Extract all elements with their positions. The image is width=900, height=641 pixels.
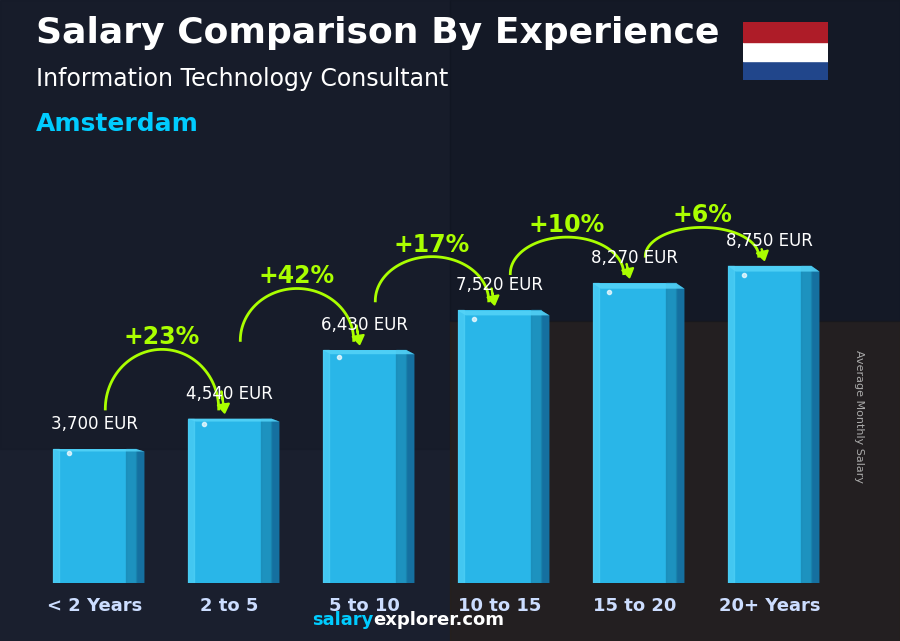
Text: explorer.com: explorer.com [374,612,505,629]
Bar [322,350,329,583]
Polygon shape [542,310,549,583]
Text: +6%: +6% [672,203,732,228]
Text: < 2 Years: < 2 Years [47,597,142,615]
Bar [126,449,137,583]
Text: 2 to 5: 2 to 5 [201,597,258,615]
FancyBboxPatch shape [322,350,407,583]
Text: Salary Comparison By Experience: Salary Comparison By Experience [36,16,719,50]
Bar [0,0,450,449]
Bar [450,320,900,641]
FancyBboxPatch shape [52,449,137,583]
Bar [52,449,59,583]
Bar [728,266,734,583]
FancyBboxPatch shape [457,310,542,583]
Bar [742,22,828,42]
Text: salary: salary [312,612,373,629]
Text: 10 to 15: 10 to 15 [458,597,541,615]
FancyBboxPatch shape [592,283,677,583]
Bar [666,283,677,583]
Text: +10%: +10% [529,213,605,237]
FancyBboxPatch shape [187,419,272,583]
Text: +17%: +17% [394,233,470,256]
Polygon shape [322,350,414,354]
Polygon shape [811,266,819,583]
Text: 20+ Years: 20+ Years [719,597,820,615]
Polygon shape [457,310,549,315]
Text: 15 to 20: 15 to 20 [593,597,676,615]
Text: 4,540 EUR: 4,540 EUR [186,385,273,403]
Polygon shape [677,283,684,583]
FancyBboxPatch shape [728,266,812,583]
Polygon shape [407,350,414,583]
Text: 7,520 EUR: 7,520 EUR [456,276,543,294]
Bar [261,419,272,583]
Text: 6,430 EUR: 6,430 EUR [321,316,408,334]
Bar [457,310,464,583]
Bar [396,350,407,583]
Polygon shape [137,449,144,583]
Text: Amsterdam: Amsterdam [36,112,199,136]
Text: +23%: +23% [124,326,200,349]
Text: 8,750 EUR: 8,750 EUR [726,232,813,250]
Bar [742,42,828,61]
Polygon shape [52,449,144,451]
Bar [592,283,599,583]
Text: +42%: +42% [259,265,335,288]
Polygon shape [592,283,684,288]
Bar [450,0,900,320]
Bar [531,310,542,583]
Text: 5 to 10: 5 to 10 [329,597,400,615]
Polygon shape [728,266,819,272]
Text: 3,700 EUR: 3,700 EUR [51,415,138,433]
Text: 8,270 EUR: 8,270 EUR [591,249,678,267]
Text: Information Technology Consultant: Information Technology Consultant [36,67,448,91]
Polygon shape [272,419,280,583]
Bar [742,61,828,80]
Polygon shape [187,419,280,422]
Bar [801,266,811,583]
Bar [187,419,194,583]
Text: Average Monthly Salary: Average Monthly Salary [854,350,865,483]
